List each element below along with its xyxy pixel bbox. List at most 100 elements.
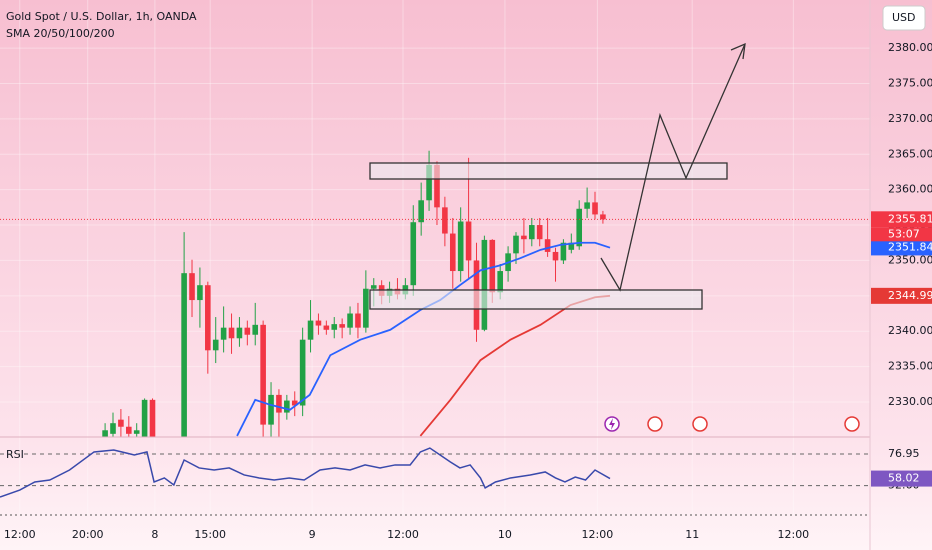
candle-body [252, 324, 259, 335]
candle-body [212, 339, 219, 351]
candle-body [299, 339, 306, 406]
y-tick-label: 2375.000 [888, 77, 932, 90]
candle-body [465, 221, 472, 261]
candle-body [118, 419, 124, 427]
candle-body [497, 271, 503, 293]
candle-body [410, 222, 417, 286]
candle-body [528, 225, 535, 240]
candle-body [576, 208, 583, 247]
candle-body [291, 400, 298, 406]
candle-body [434, 164, 440, 208]
candle-body [552, 251, 559, 261]
candle-body [323, 325, 330, 330]
candle-body [600, 214, 606, 220]
sma-price-label-box [871, 239, 932, 256]
candle-body [149, 399, 156, 437]
y-tick-label: 2335.000 [888, 360, 932, 373]
x-tick-label: 10 [498, 528, 512, 541]
candle-body [568, 242, 575, 250]
candle-body [197, 285, 203, 301]
rsi-pane: RSI [0, 447, 870, 498]
rsi-current-label: 58.02 [888, 472, 920, 485]
y-tick-label: 2350.000 [888, 253, 932, 266]
last-price-label: 2355.810 [888, 212, 932, 225]
candle-body [481, 239, 488, 330]
candle-body [102, 430, 108, 437]
currency[interactable]: USD [892, 11, 916, 24]
candle-body [426, 164, 432, 201]
candle-body [110, 423, 116, 434]
candle-body [189, 273, 195, 301]
candle-body [276, 394, 282, 413]
candle-body [228, 327, 235, 339]
candle-body [457, 221, 464, 272]
drawings [369, 42, 746, 310]
candle-body [347, 313, 353, 328]
event-icons [604, 416, 860, 432]
x-tick-label: 12:00 [387, 528, 419, 541]
candle-body [244, 327, 251, 335]
last-price-label-box [871, 211, 932, 228]
x-tick-label: 12:00 [582, 528, 614, 541]
event-icon[interactable] [844, 416, 860, 432]
x-tick-label: 11 [685, 528, 699, 541]
countdown-box [871, 227, 932, 242]
sma-price-label-box [871, 287, 932, 304]
candle-body [442, 207, 448, 234]
x-tick-label: 15:00 [194, 528, 226, 541]
x-tick-label: 8 [151, 528, 158, 541]
price-pane [0, 150, 870, 437]
candle-body [315, 320, 322, 326]
y-tick-label: 2360.000 [888, 183, 932, 196]
rsi-tick-label: 76.95 [888, 447, 920, 460]
candle-body [418, 200, 424, 223]
event-icon[interactable] [692, 416, 708, 432]
projection-path [600, 43, 746, 292]
candle-body [126, 426, 132, 434]
x-tick-label: 12:00 [4, 528, 36, 541]
candle-body [236, 327, 243, 339]
candle-body [181, 273, 187, 437]
chart-title: Gold Spot / U.S. Dollar, 1h, OANDA [6, 10, 197, 23]
candle-body [284, 400, 290, 413]
axis-labels: 2330.0002335.0002340.0002345.0002350.000… [4, 41, 932, 541]
currency-button[interactable] [882, 5, 926, 31]
event-icon[interactable] [647, 416, 663, 432]
y-tick-label: 2370.000 [888, 112, 932, 125]
candle-body [141, 399, 148, 437]
candle-body [220, 327, 227, 340]
candle-body [449, 233, 456, 272]
countdown: 53:07 [888, 227, 920, 240]
candle-body [521, 235, 527, 240]
x-tick-label: 20:00 [72, 528, 104, 541]
sma-price-label: 2344.996 [888, 289, 932, 302]
sma-price-label: 2351.841 [888, 240, 932, 253]
candle-body [307, 320, 314, 340]
y-tick-label: 2380.000 [888, 41, 932, 54]
candle-body [363, 288, 369, 328]
candle-body [339, 324, 345, 328]
candle-body [536, 225, 543, 240]
candle-body [268, 394, 274, 425]
lightning [609, 418, 615, 430]
rsi-current-box [871, 470, 932, 487]
candle-body [370, 285, 377, 289]
candle-body [133, 430, 140, 434]
candle-body [355, 313, 361, 328]
rsi-line [0, 447, 611, 498]
candle-body [489, 239, 496, 293]
y-tick-label: 2330.000 [888, 395, 932, 408]
y-tick-label: 2365.000 [888, 147, 932, 160]
y-tick-label: 2340.000 [888, 324, 932, 337]
x-tick-label: 12:00 [777, 528, 809, 541]
resistance-zone [369, 162, 728, 180]
support-zone [369, 289, 703, 310]
candle-body [584, 202, 590, 209]
candle-body [331, 324, 338, 330]
arrow-head [730, 42, 746, 60]
candle-body [260, 324, 266, 425]
candle-body [513, 235, 519, 254]
